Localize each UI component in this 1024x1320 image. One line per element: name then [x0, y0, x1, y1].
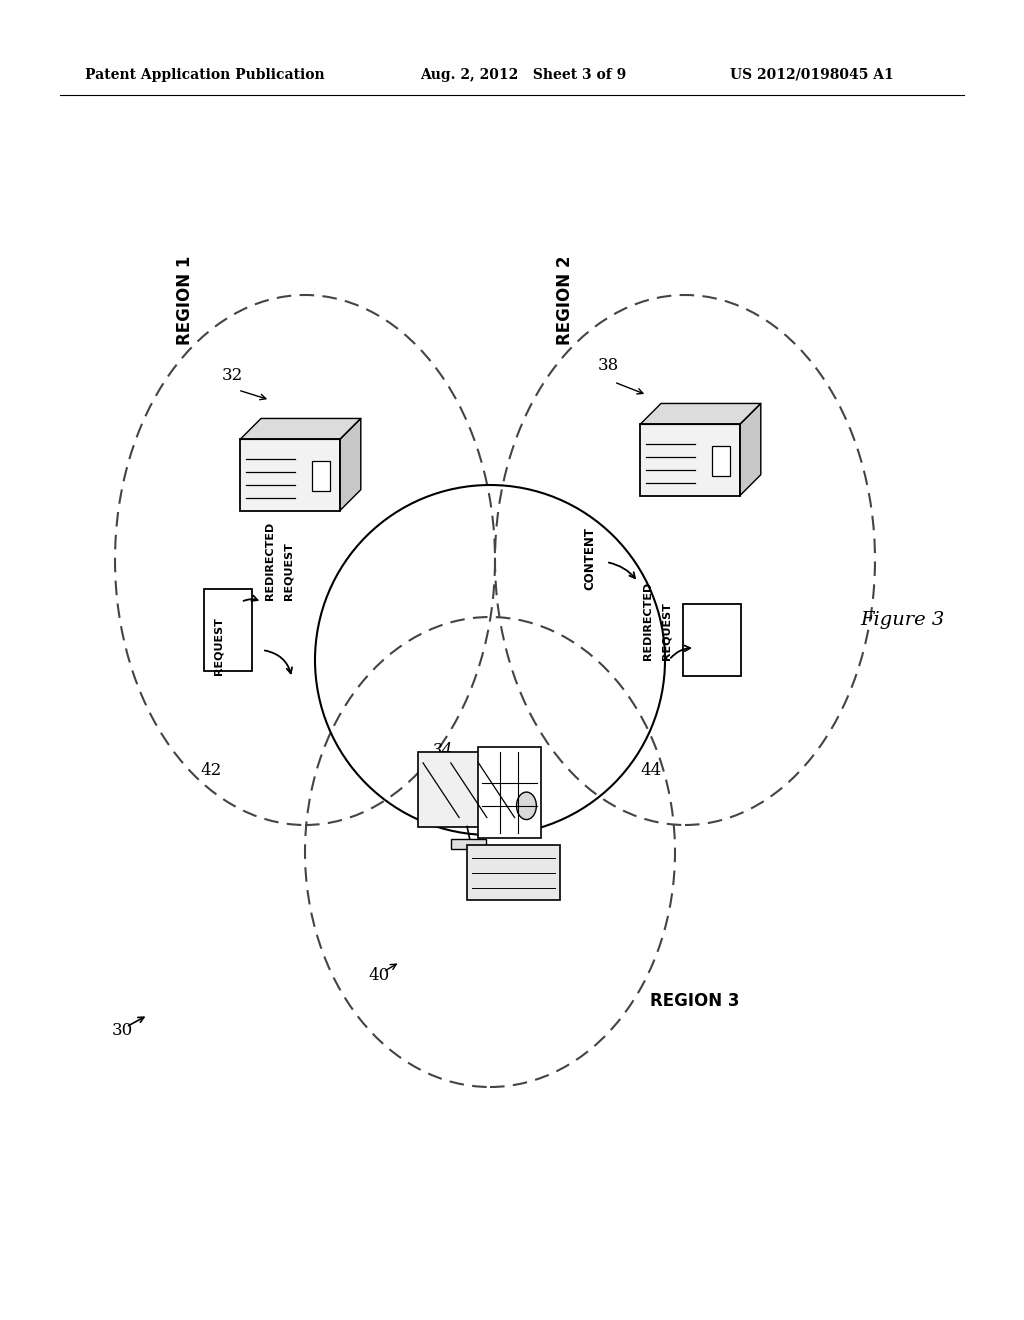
Bar [477, 747, 542, 837]
Text: 44: 44 [640, 762, 662, 779]
Text: 32: 32 [222, 367, 244, 384]
Bar [204, 589, 252, 671]
Polygon shape [740, 404, 761, 495]
Bar [418, 751, 516, 826]
Polygon shape [640, 404, 761, 424]
Text: 40: 40 [368, 968, 389, 983]
Bar [240, 440, 340, 511]
Text: REQUEST: REQUEST [213, 618, 223, 675]
Text: Aug. 2, 2012   Sheet 3 of 9: Aug. 2, 2012 Sheet 3 of 9 [420, 69, 627, 82]
Text: 42: 42 [200, 762, 221, 779]
Bar [467, 845, 560, 900]
Text: REGION 2: REGION 2 [556, 256, 574, 345]
Text: REDIRECTED: REDIRECTED [643, 582, 653, 660]
Text: Figure 3: Figure 3 [860, 611, 944, 630]
Text: REDIRECTED: REDIRECTED [265, 521, 275, 601]
Ellipse shape [516, 792, 537, 820]
Text: 38: 38 [598, 356, 620, 374]
Text: REQUEST: REQUEST [662, 602, 671, 660]
Text: REQUEST: REQUEST [283, 543, 293, 601]
Bar [640, 424, 740, 495]
Text: REGION 3: REGION 3 [650, 993, 739, 1010]
Text: 30: 30 [112, 1022, 133, 1039]
Text: REGION 1: REGION 1 [176, 256, 194, 345]
Text: CONTENT: CONTENT [584, 527, 597, 590]
Bar [712, 446, 730, 475]
Text: US 2012/0198045 A1: US 2012/0198045 A1 [730, 69, 894, 82]
Polygon shape [240, 418, 360, 440]
Bar [312, 461, 330, 491]
Polygon shape [340, 418, 360, 511]
Bar [683, 605, 741, 676]
Bar [451, 838, 485, 849]
Text: Patent Application Publication: Patent Application Publication [85, 69, 325, 82]
Text: 34: 34 [432, 742, 454, 759]
